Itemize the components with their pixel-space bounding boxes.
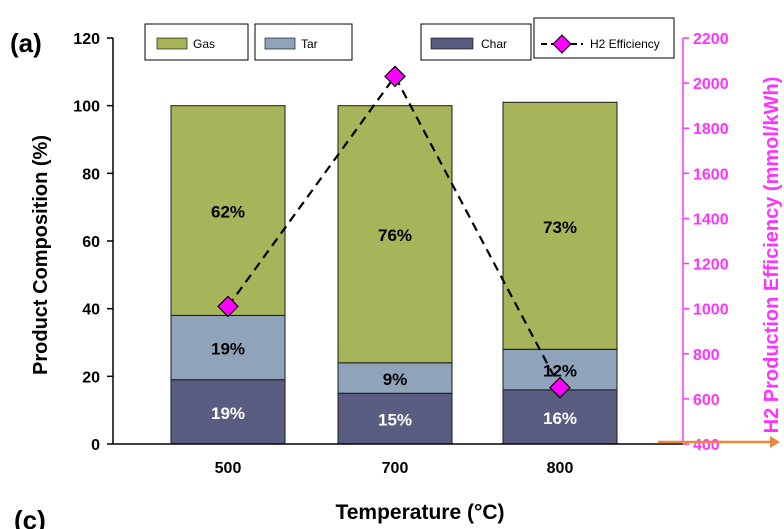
y-tick-label: 120	[73, 31, 100, 48]
legend-swatch-char	[430, 37, 474, 50]
data-label-tar: 9%	[383, 370, 408, 389]
legend-label-tar: Tar	[301, 37, 318, 51]
efficiency-point	[549, 376, 571, 399]
y-tick-label: 20	[82, 369, 100, 386]
y-axis-label: Product Composition (%)	[30, 135, 52, 375]
legend-swatch-tar	[264, 37, 296, 50]
right-y-tick-label: 1000	[693, 302, 729, 319]
right-y-tick-label: 1600	[693, 166, 729, 183]
legend-box-efficiency	[533, 17, 675, 59]
right-y-tick-label: 400	[693, 437, 720, 454]
data-label-char: 16%	[543, 409, 577, 428]
right-axis-ticks: 400 600 800 1000 1200 1400 1600 1800 2000 2200	[683, 31, 729, 454]
x-tick-label: 500	[215, 460, 242, 477]
next-panel-label: (c)	[14, 505, 46, 529]
panel-label: (a)	[10, 28, 42, 58]
y-tick-label: 40	[82, 302, 100, 319]
data-label-tar: 12%	[543, 362, 577, 381]
legend-swatch-gas	[156, 37, 188, 50]
legend-label-char: Char	[481, 37, 507, 51]
bar-gas	[170, 105, 286, 316]
bars-group	[170, 101, 618, 445]
efficiency-point	[384, 65, 406, 88]
efficiency-series-group	[217, 65, 571, 399]
right-y-tick-label: 1800	[693, 121, 729, 138]
percent-labels-group: 19% 19% 62% 15% 9% 76% 16% 12% 73%	[211, 203, 577, 430]
x-axis-label: Temperature (°C)	[335, 501, 504, 524]
y-tick-label: 100	[73, 99, 100, 116]
x-tick-label: 800	[547, 460, 574, 477]
right-y-tick-label: 2000	[693, 76, 729, 93]
right-y-tick-label: 1200	[693, 257, 729, 274]
x-tick-label: 700	[382, 460, 409, 477]
bar-gas	[502, 101, 618, 350]
efficiency-line	[227, 74, 561, 389]
bar-char	[170, 379, 286, 445]
data-label-char: 19%	[211, 404, 245, 423]
data-label-gas: 62%	[211, 203, 245, 222]
bar-tar	[170, 314, 286, 381]
right-y-axis-label: H2 Production Efficiency (mmol/kWh)	[761, 77, 783, 434]
orange-arrowhead-icon	[770, 436, 780, 448]
data-label-gas: 76%	[378, 226, 412, 245]
legend-label-gas: Gas	[193, 37, 215, 51]
right-y-tick-label: 800	[693, 347, 720, 364]
y-tick-label: 0	[91, 437, 100, 454]
legend-label-efficiency: H2 Efficiency	[590, 37, 660, 51]
right-y-tick-label: 2200	[693, 31, 729, 48]
data-label-gas: 73%	[543, 218, 577, 237]
y-tick-label: 60	[82, 234, 100, 251]
data-label-char: 15%	[378, 411, 412, 430]
data-label-tar: 19%	[211, 340, 245, 359]
y-tick-label: 80	[82, 166, 100, 183]
left-axis-ticks: 0 20 40 60 80 100 120	[73, 31, 113, 454]
legend-diamond-icon	[552, 34, 572, 54]
bar-char	[337, 392, 453, 445]
bar-tar	[337, 362, 453, 394]
efficiency-point	[217, 295, 239, 318]
x-axis-ticks: 500 700 800	[215, 460, 574, 477]
right-y-tick-label: 1400	[693, 211, 729, 228]
legend: Gas Tar Char H2 Efficiency	[144, 17, 675, 61]
right-y-tick-label: 600	[693, 392, 720, 409]
